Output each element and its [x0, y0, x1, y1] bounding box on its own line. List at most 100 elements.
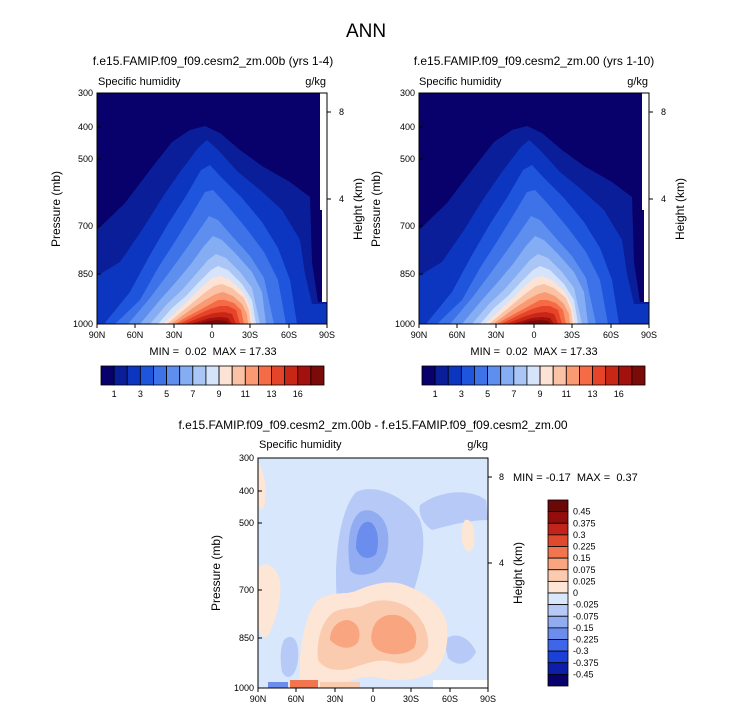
x-tick-label: 30S — [564, 330, 580, 340]
colorbar-label: -0.45 — [573, 669, 594, 679]
surface-strip-pos — [290, 680, 318, 688]
panel-left-y-axis: 300 400 500 700 850 1000 Pressure (mb) — [49, 88, 101, 329]
masked-region — [433, 680, 488, 688]
colorbar-swatch — [547, 499, 569, 513]
x-tick-label: 60N — [449, 330, 466, 340]
colorbar-swatch — [271, 365, 286, 386]
y-tick-label: 700 — [239, 585, 254, 595]
colorbar-label: 11 — [562, 389, 571, 399]
panel-left-units: g/kg — [305, 76, 326, 88]
panel-diff-title: f.e15.FAMIP.f09_f09.cesm2_zm.00b - f.e15… — [178, 418, 567, 432]
colorbar-swatch — [547, 534, 569, 547]
colorbar-swatch — [526, 365, 541, 386]
colorbar-swatch — [205, 365, 220, 386]
colorbar-label: 16 — [293, 389, 303, 399]
y-tick-label: 400 — [239, 486, 254, 496]
colorbar-swatch — [434, 365, 449, 386]
page-title: ANN — [346, 21, 386, 42]
panel-right-plot — [418, 92, 650, 325]
x-tick-label: 30N — [166, 330, 183, 340]
x-tick-label: 0 — [531, 330, 536, 340]
x-tick-label: 90N — [89, 330, 106, 340]
colorbar-label: 1 — [433, 389, 438, 399]
contour-level-17 — [198, 320, 229, 324]
panel-right-right-axis: 8 4 Height (km) — [649, 107, 687, 240]
colorbar-swatch — [500, 365, 515, 386]
x-tick-label: 90N — [411, 330, 428, 340]
y-axis-label: Pressure (mb) — [209, 535, 223, 611]
colorbar-swatch — [547, 522, 569, 536]
colorbar-swatch — [547, 627, 569, 640]
x-tick-label: 90S — [641, 330, 657, 340]
colorbar-label: 0.075 — [573, 565, 596, 575]
panel-diff-stats: MIN = -0.17 MAX = 0.37 — [513, 472, 638, 484]
y-tick-label: 400 — [78, 122, 93, 132]
colorbar-diff: 0.450.3750.30.2250.150.0750.0250-0.025-0… — [547, 499, 599, 687]
colorbar-swatch — [547, 580, 569, 594]
colorbar-label: 13 — [267, 389, 277, 399]
surface-strip-neg — [268, 682, 288, 688]
y-axis-label: Pressure (mb) — [369, 171, 383, 247]
colorbar-swatch — [297, 365, 312, 386]
y-tick-label: 500 — [400, 154, 415, 164]
colorbar-swatch — [192, 365, 207, 386]
y-tick-label: 500 — [239, 518, 254, 528]
contour-pos-strong — [371, 614, 417, 655]
colorbar-swatch — [547, 639, 569, 652]
colorbar-swatch — [244, 365, 259, 386]
colorbar-label: 9 — [538, 389, 543, 399]
colorbar-label: 0 — [573, 588, 578, 598]
colorbar-label: -0.15 — [573, 623, 594, 633]
masked-region-low — [322, 210, 327, 302]
x-tick-label: 60S — [281, 330, 297, 340]
colorbar-swatch — [513, 365, 528, 386]
colorbar-swatch — [547, 557, 569, 571]
y-tick-label: 1000 — [395, 319, 415, 329]
panel-diff: f.e15.FAMIP.f09_f09.cesm2_zm.00b - f.e15… — [178, 418, 637, 704]
right-axis-label: Height (km) — [351, 178, 365, 240]
colorbar-swatch — [460, 365, 475, 386]
y-axis-label: Pressure (mb) — [49, 171, 63, 247]
panel-right-variable: Specific humidity — [419, 76, 502, 88]
contour-pos-small — [461, 519, 475, 552]
panel-right-stats: MIN = 0.02 MAX = 17.33 — [470, 346, 597, 358]
y-tick-label: 1000 — [234, 683, 254, 693]
panel-right-units: g/kg — [627, 76, 648, 88]
panel-left-variable: Specific humidity — [98, 76, 181, 88]
colorbar-swatch — [258, 365, 272, 386]
colorbar-swatch — [605, 365, 620, 386]
colorbar-label: 3 — [459, 389, 464, 399]
surface-strip-pos — [320, 682, 360, 688]
panel-diff-variable: Specific humidity — [259, 439, 342, 451]
colorbar-swatch — [113, 365, 128, 386]
colorbar-swatch — [552, 365, 567, 386]
colorbar-swatch — [592, 365, 607, 386]
y-tick-label: 700 — [400, 221, 415, 231]
right-axis-label: Height (km) — [511, 542, 525, 604]
panel-left-plot — [96, 92, 328, 325]
y-tick-label: 850 — [400, 269, 415, 279]
colorbar-label: 0.3 — [573, 530, 586, 540]
colorbar-swatch — [231, 365, 246, 386]
colorbar-label: 9 — [217, 389, 222, 399]
x-tick-label: 0 — [209, 330, 214, 340]
y-tick-label: 700 — [78, 221, 93, 231]
y-tick-label: 300 — [78, 88, 93, 98]
colorbar-label: 0.225 — [573, 542, 596, 552]
y-tick-label: 850 — [78, 269, 93, 279]
colorbar-label: -0.225 — [573, 635, 599, 645]
x-tick-label: 30S — [242, 330, 258, 340]
contour-neg-strong — [356, 521, 378, 558]
colorbar-label: 5 — [164, 389, 169, 399]
colorbar-label: -0.075 — [573, 611, 599, 621]
panel-diff-units: g/kg — [467, 439, 488, 451]
colorbar-swatch — [474, 365, 488, 386]
colorbar-swatch — [547, 650, 569, 664]
colorbar-swatch — [447, 365, 462, 386]
colorbar-swatch — [547, 546, 569, 559]
colorbar-swatch — [284, 365, 299, 386]
right-tick-label: 4 — [339, 194, 344, 204]
colorbar-swatch — [310, 365, 325, 386]
x-tick-label: 30S — [403, 694, 419, 704]
